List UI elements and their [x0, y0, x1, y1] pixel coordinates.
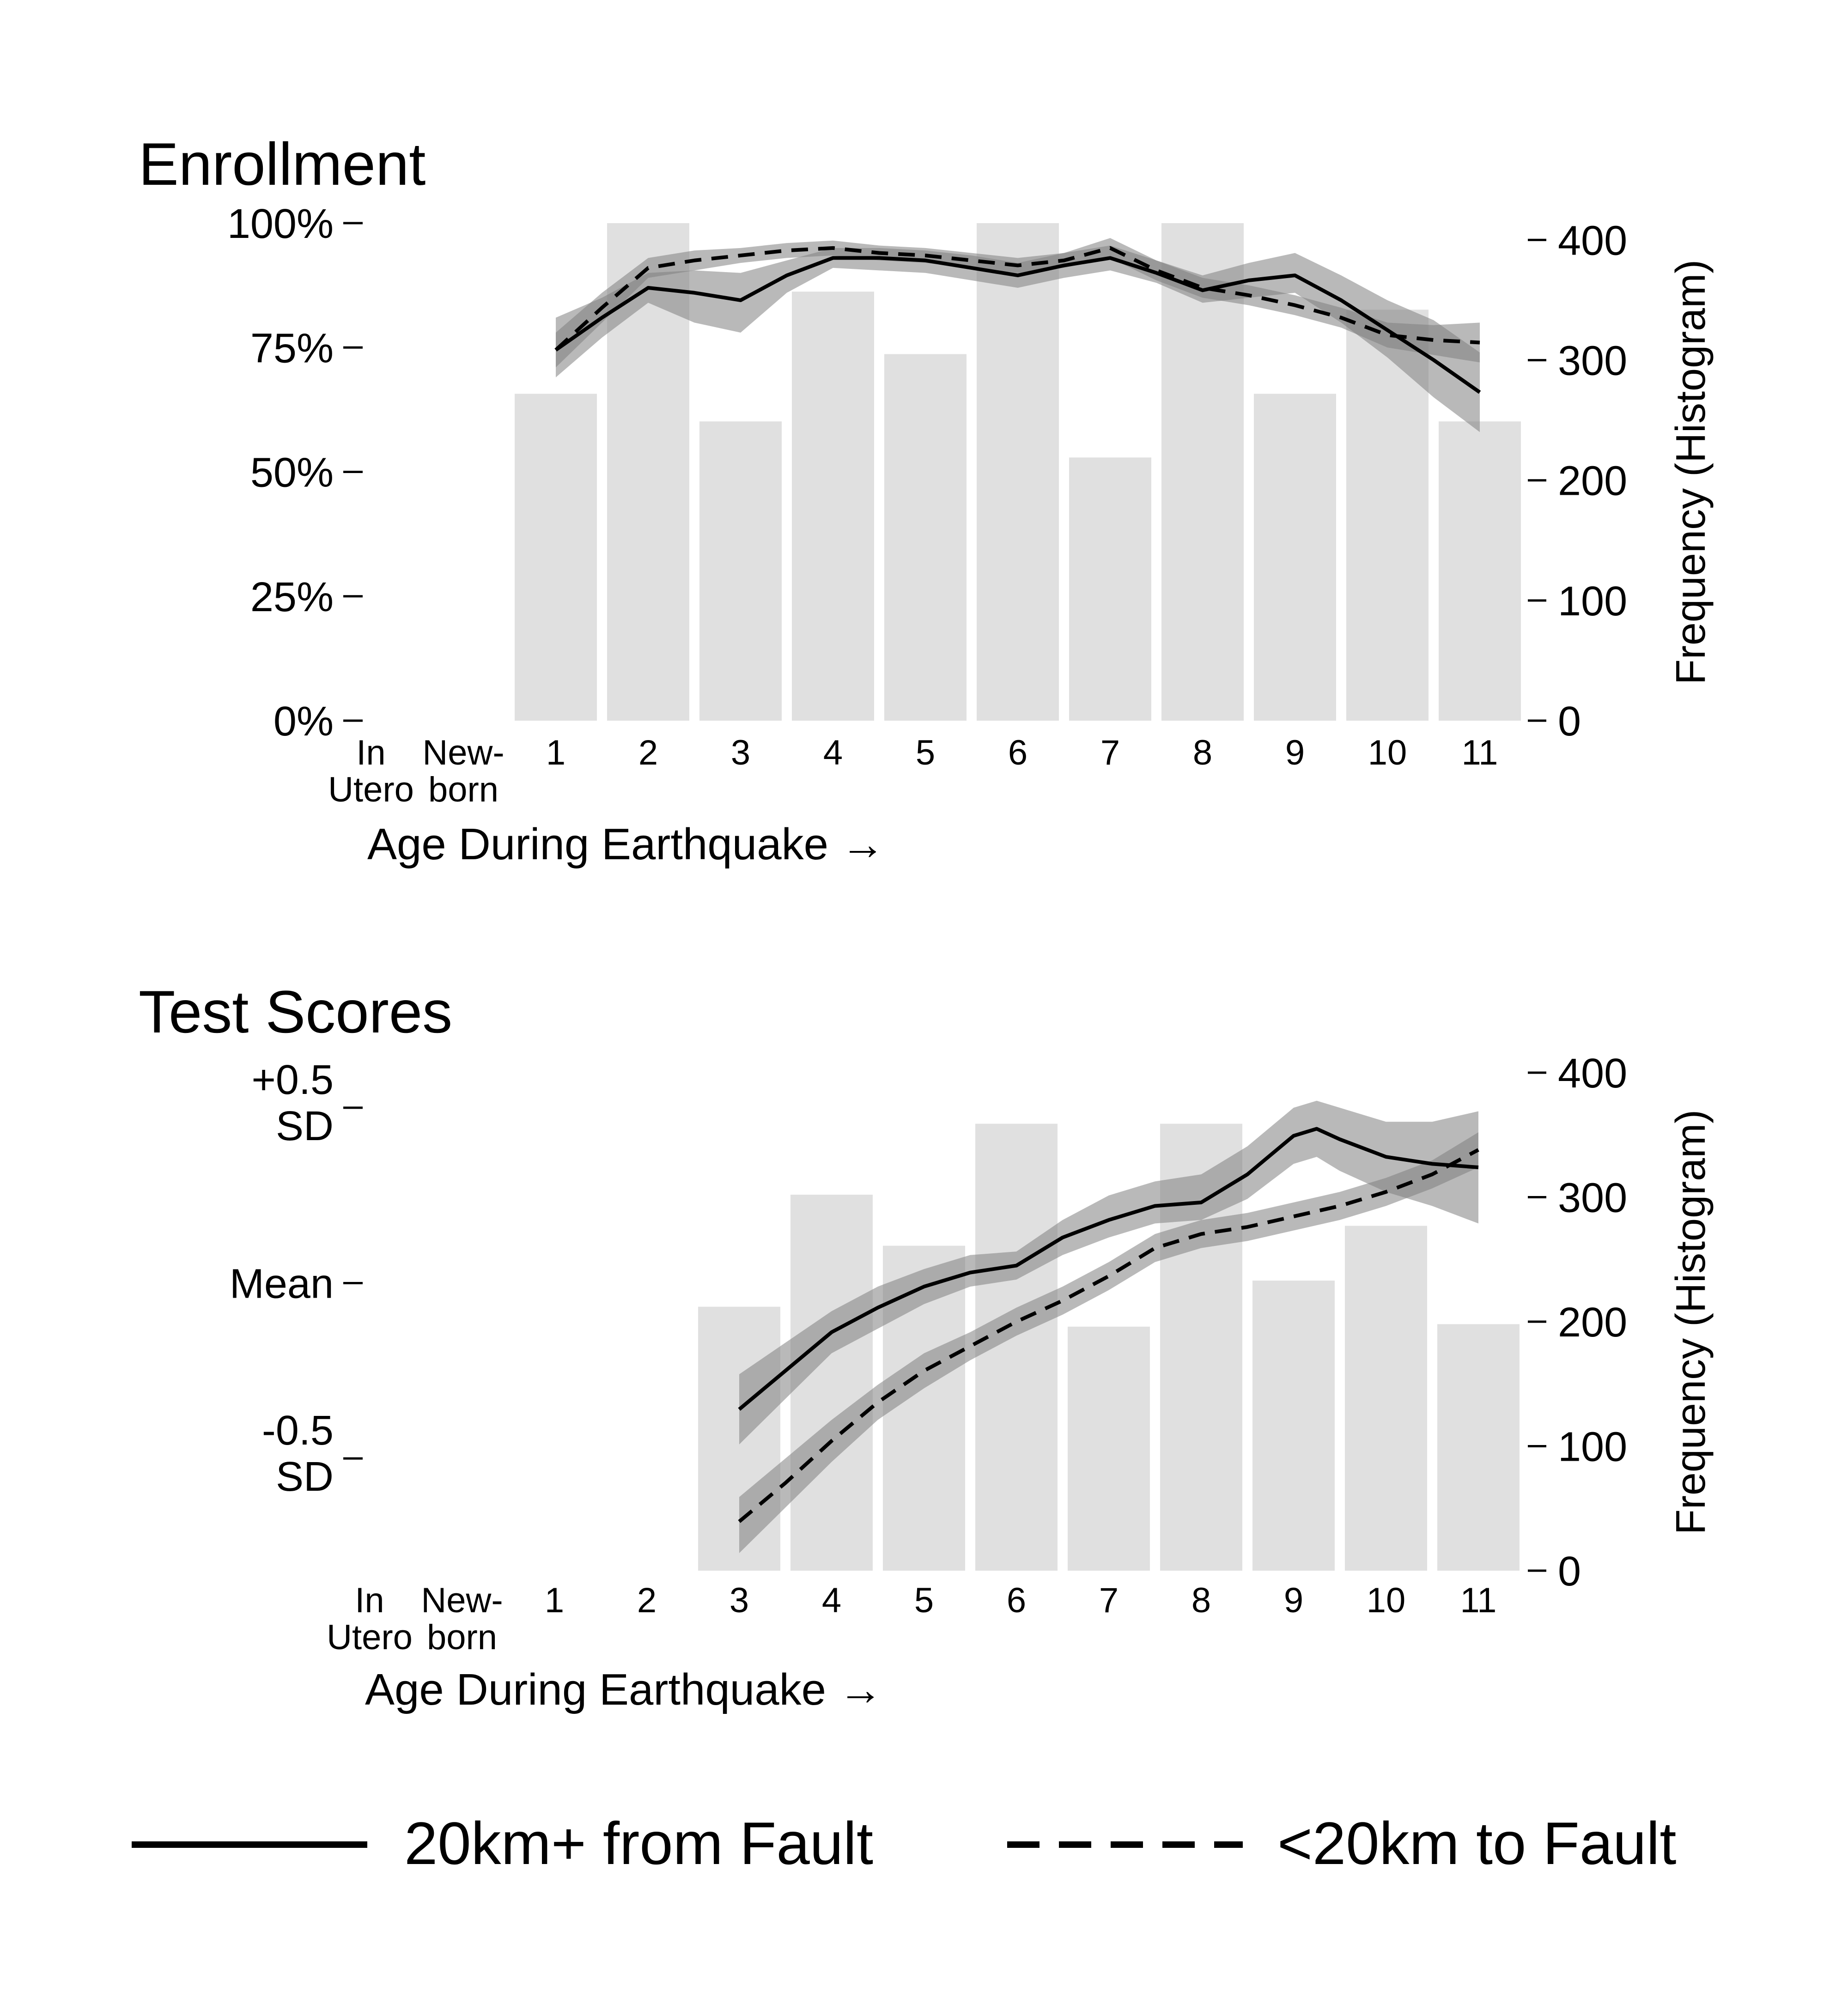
x-tick-label: 11 [1462, 733, 1498, 772]
histogram-bar-age-4 [792, 291, 874, 721]
x-tick-label: 4 [822, 1581, 841, 1620]
right-axis-label: Frequency (Histogram) [1668, 1110, 1714, 1535]
left-tick-label: 75% [250, 325, 334, 371]
x-tick-label: 9 [1285, 733, 1305, 772]
x-axis-label: Age During Earthquake → [365, 1665, 883, 1714]
x-tick-label: 2 [637, 1581, 657, 1620]
left-tick-label: -0.5 [262, 1408, 334, 1454]
series-line-far [554, 256, 1481, 394]
x-tick-label: New- [422, 733, 504, 772]
x-tick-label: 3 [731, 733, 750, 772]
left-tick-label: +0.5 [251, 1057, 334, 1103]
series-lines [738, 1127, 1479, 1523]
x-tick-label: In [356, 733, 385, 772]
histogram-bar-age-11 [1439, 421, 1521, 721]
right-axis: 400 300 200 100 0 [1528, 218, 1627, 745]
x-tick-label: 6 [1008, 733, 1027, 772]
histogram-bar-age-1 [515, 394, 597, 721]
left-axis: 100% 75% 50% 25% 0% [227, 201, 363, 745]
x-tick-label: 5 [914, 1581, 934, 1620]
right-tick-label: 300 [1558, 1175, 1627, 1221]
x-tick-label: In [355, 1581, 384, 1620]
x-tick-label: born [428, 770, 498, 809]
legend-label: <20km to Fault [1277, 1810, 1676, 1877]
histogram-bar-age-11 [1437, 1324, 1520, 1571]
legend-label: 20km+ from Fault [404, 1810, 873, 1877]
right-tick-label: 100 [1558, 578, 1627, 625]
x-tick-label: 8 [1191, 1581, 1211, 1620]
x-tick-label: 10 [1367, 1581, 1406, 1620]
x-axis-label: Age During Earthquake → [367, 820, 885, 869]
x-tick-label: Utero [327, 1618, 413, 1657]
x-tick-label: born [427, 1618, 497, 1657]
x-tick-label: 7 [1099, 1581, 1119, 1620]
histogram-bar-age-5 [884, 354, 967, 721]
right-axis-label: Frequency (Histogram) [1668, 260, 1714, 685]
right-axis: 400 300 200 100 0 [1528, 1051, 1627, 1595]
x-tick-label: 5 [916, 733, 935, 772]
x-tick-label: 11 [1460, 1581, 1497, 1620]
right-tick-label: 0 [1558, 1548, 1581, 1595]
x-tick-label: 2 [638, 733, 658, 772]
right-tick-label: 100 [1558, 1424, 1627, 1470]
chart-title: Enrollment [139, 130, 426, 198]
chart-title: Test Scores [139, 978, 452, 1045]
series-line-far [738, 1127, 1479, 1411]
left-tick-label: Mean [230, 1261, 334, 1307]
right-tick-label: 400 [1558, 1051, 1627, 1097]
histogram-bar-age-3 [699, 421, 782, 721]
x-tick-label: 10 [1368, 733, 1407, 772]
x-tick-label: Utero [328, 770, 414, 809]
band-near [739, 1132, 1478, 1554]
x-tick-label: New- [421, 1581, 503, 1620]
right-tick-label: 200 [1558, 1299, 1627, 1346]
left-tick-label: SD [276, 1454, 334, 1500]
right-tick-label: 0 [1558, 698, 1581, 745]
histogram-bar-age-7 [1069, 457, 1151, 721]
right-tick-label: 400 [1558, 218, 1627, 264]
histogram-bar-age-9 [1254, 394, 1336, 721]
left-tick-label: 0% [274, 698, 334, 745]
x-tick-label: 7 [1100, 733, 1120, 772]
x-tick-label: 1 [545, 1581, 564, 1620]
confidence-bands [739, 1100, 1478, 1554]
histogram-bar-age-4 [790, 1195, 873, 1571]
legend: 20km+ from Fault <20km to Fault [132, 1810, 1676, 1877]
left-tick-label: 25% [250, 574, 334, 620]
histogram-bar-age-7 [1068, 1326, 1150, 1571]
left-tick-label: SD [276, 1103, 334, 1149]
x-tick-label: 3 [729, 1581, 749, 1620]
x-tick-label: 6 [1007, 1581, 1026, 1620]
right-tick-label: 200 [1558, 458, 1627, 504]
band-far [739, 1100, 1478, 1445]
x-tick-label: 1 [546, 733, 565, 772]
x-tick-label: 9 [1284, 1581, 1303, 1620]
histogram-bar-age-6 [977, 223, 1059, 721]
series-lines [554, 246, 1481, 394]
panel-test-scores: Test Scores+0.5SDMean-0.5SD4003002001000… [139, 978, 1714, 1714]
right-tick-label: 300 [1558, 338, 1627, 384]
histogram-bar-age-8 [1161, 223, 1244, 721]
series-line-near [554, 246, 1480, 352]
histogram-bar-age-10 [1345, 1226, 1427, 1571]
x-tick-label: 4 [823, 733, 843, 772]
left-tick-label: 50% [250, 450, 334, 496]
series-line-near [738, 1148, 1479, 1523]
left-tick-label: 100% [227, 201, 334, 247]
x-tick-label: 8 [1193, 733, 1212, 772]
histogram-bar-age-9 [1252, 1281, 1335, 1571]
